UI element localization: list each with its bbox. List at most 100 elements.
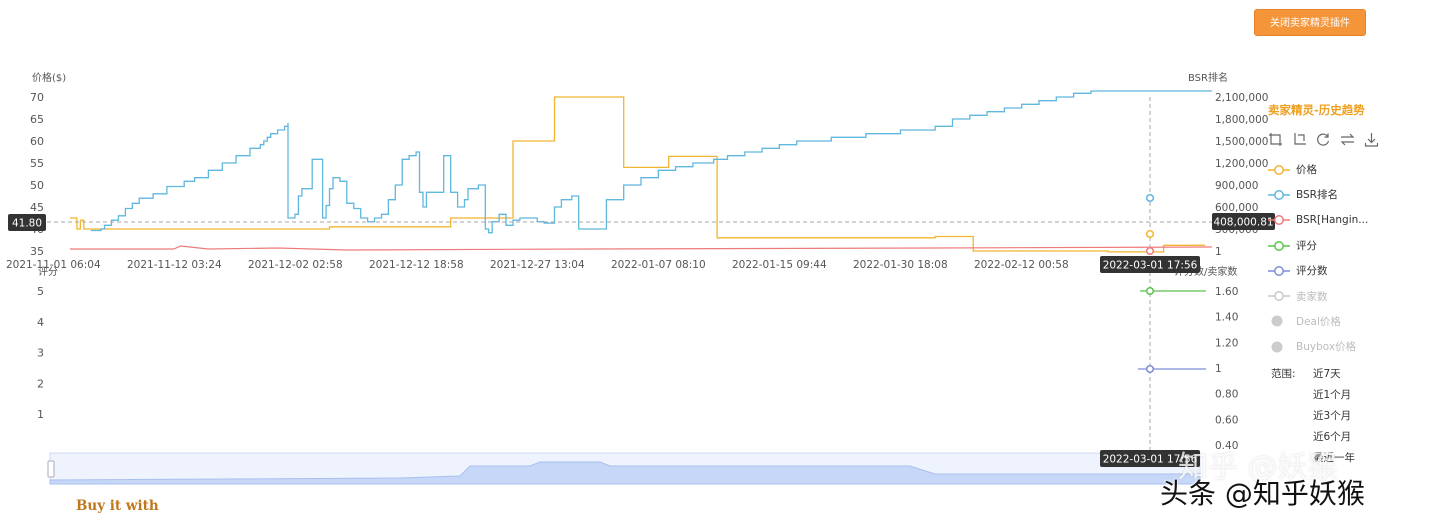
range-option-1m[interactable]: 近1个月: [1313, 389, 1352, 401]
legend-item-4[interactable]: 评分数: [1268, 258, 1428, 283]
rating-count-point: [1145, 364, 1155, 374]
legend-item-7[interactable]: Buybox价格: [1268, 334, 1428, 359]
x-tick-label: 2022-02-12 00:58: [974, 259, 1069, 271]
refresh-icon[interactable]: [1316, 132, 1331, 147]
legend-label: 价格: [1296, 164, 1317, 177]
count-tick-label: 1.20: [1215, 337, 1238, 349]
x-tick-label: 2021-11-01 06:04: [6, 259, 101, 271]
rating-tick-label: 3: [37, 347, 44, 360]
rating-tick-label: 5: [37, 285, 44, 298]
rating-axis-title: 评分: [38, 266, 58, 278]
price-tick-label: 50: [30, 179, 44, 192]
range-option-7d[interactable]: 近7天: [1313, 368, 1341, 380]
bsr-tick-label: 2,100,000: [1215, 92, 1268, 104]
bsr-tick-label: 600,000: [1215, 202, 1258, 214]
count-tick-label: 1.60: [1215, 286, 1238, 298]
cursor-bsr-tag: 408,000.81: [1213, 217, 1273, 229]
legend-item-5[interactable]: 卖家数: [1268, 283, 1428, 308]
bsr-tick-label: 1,500,000: [1215, 136, 1268, 148]
switch-icon[interactable]: [1340, 132, 1355, 147]
chart-legend: 价格 BSR排名 BSR[Hangin... 评分评分数卖家数 Deal价格 Buybox…: [1268, 157, 1428, 359]
legend-item-0[interactable]: 价格: [1268, 157, 1428, 182]
cursor-date-tag-bg: [1100, 256, 1200, 273]
count-tick-label: 0.60: [1215, 414, 1238, 426]
price-series-line: [70, 96, 1206, 253]
range-option-1y[interactable]: 最近一年: [1313, 452, 1355, 464]
legend-line-icon: [1268, 215, 1290, 226]
legend-item-2[interactable]: BSR[Hangin...: [1268, 208, 1428, 233]
legend-line-icon: [1268, 240, 1290, 251]
watermark-zhihu: 知乎 @妖猴: [1178, 450, 1338, 485]
price-tick-label: 60: [30, 135, 44, 148]
cursor-price-tag: 41.80: [12, 218, 42, 230]
legend-label: Buybox价格: [1296, 341, 1357, 354]
x-tick-label: 2022-01-15 09:44: [732, 259, 827, 271]
bsr-hanging-series-line: [70, 245, 1213, 251]
count-tick-label: 1: [1215, 363, 1222, 375]
bsr-axis-title: BSR排名: [1188, 71, 1228, 84]
bsr-tick-label: 900,000: [1215, 180, 1258, 192]
legend-item-1[interactable]: BSR排名: [1268, 182, 1428, 207]
price-tick-label: 55: [30, 157, 44, 170]
x-tick-label: 2021-12-02 02:58: [248, 259, 343, 271]
data-zoom-preview: [49, 461, 1201, 485]
legend-label: 卖家数: [1296, 290, 1328, 303]
legend-line-icon: [1268, 291, 1290, 302]
price-tick-label: 45: [30, 201, 44, 214]
legend-line-icon: [1268, 164, 1290, 175]
legend-item-6[interactable]: Deal价格: [1268, 309, 1428, 334]
x-tick-label: 2022-01-07 08:10: [611, 259, 706, 271]
legend-label: 评分: [1296, 240, 1317, 253]
legend-dot-icon: [1271, 315, 1283, 327]
price-tick-label: 35: [30, 245, 44, 258]
range-option-3m[interactable]: 近3个月: [1313, 410, 1352, 422]
bsr-tick-label: 1,200,000: [1215, 158, 1268, 170]
legend-dot-icon: [1271, 341, 1283, 353]
zoom-date-tag: 2022-03-01 17:56: [1103, 454, 1198, 466]
legend-line-icon: [1268, 189, 1290, 200]
buy-it-with-heading: Buy it with: [76, 498, 159, 514]
rating-point: [1145, 286, 1155, 296]
cursor-price-tag-bg: [8, 214, 46, 231]
cursor-hanging-point: [1145, 246, 1155, 256]
legend-label: BSR[Hangin...: [1296, 214, 1369, 227]
chart-toolbox: [1268, 132, 1428, 147]
zoom-reset-icon[interactable]: [1292, 132, 1307, 147]
price-axis-title: 价格($): [32, 71, 66, 84]
count-tick-label: 1.40: [1215, 312, 1238, 324]
trend-panel: 卖家精灵-历史趋势 价格 BSR排名 BSR[Hangin... 评分评分数卖家数 De…: [1268, 102, 1428, 359]
zoom-icon[interactable]: [1268, 132, 1283, 147]
watermark-toutiao: 头条 @知乎妖猴: [1160, 477, 1365, 510]
range-label: 范围:: [1271, 368, 1296, 380]
rating-tick-label: 4: [37, 316, 44, 329]
bsr-tick-label: 1: [1215, 246, 1222, 258]
rating-tick-label: 2: [37, 377, 44, 390]
price-tick-label: 70: [30, 91, 44, 104]
zoom-date-tag-bg: [1100, 450, 1200, 467]
count-tick-label: 0.40: [1215, 440, 1238, 452]
rating-tick-label: 1: [37, 408, 44, 421]
count-tick-label: 0.80: [1215, 389, 1238, 401]
bsr-tick-label: 1,800,000: [1215, 114, 1268, 126]
x-tick-label: 2022-01-30 18:08: [853, 259, 948, 271]
price-tick-label: 65: [30, 113, 44, 126]
x-tick-label: 2021-12-27 13:04: [490, 259, 585, 271]
range-option-6m[interactable]: 近6个月: [1313, 431, 1352, 443]
close-plugin-button[interactable]: 关闭卖家精灵插件: [1254, 9, 1366, 36]
legend-item-3[interactable]: 评分: [1268, 233, 1428, 258]
legend-line-icon: [1268, 265, 1290, 276]
cursor-date-tag: 2022-03-01 17:56: [1103, 260, 1198, 272]
x-tick-label: 2021-11-12 03:24: [127, 259, 222, 271]
x-tick-label: 2021-12-12 18:58: [369, 259, 464, 271]
zoom-handle-left: [47, 460, 55, 478]
download-icon[interactable]: [1364, 132, 1379, 147]
panel-title: 卖家精灵-历史趋势: [1268, 103, 1365, 117]
cursor-bsr-tag-bg: [1212, 213, 1275, 230]
cursor-bsr-point: [1145, 193, 1155, 203]
legend-label: Deal价格: [1296, 315, 1341, 328]
legend-label: 评分数: [1296, 265, 1328, 278]
cursor-price-point: [1145, 229, 1155, 239]
legend-label: BSR排名: [1296, 189, 1338, 202]
bsr-series-line: [90, 90, 1212, 234]
